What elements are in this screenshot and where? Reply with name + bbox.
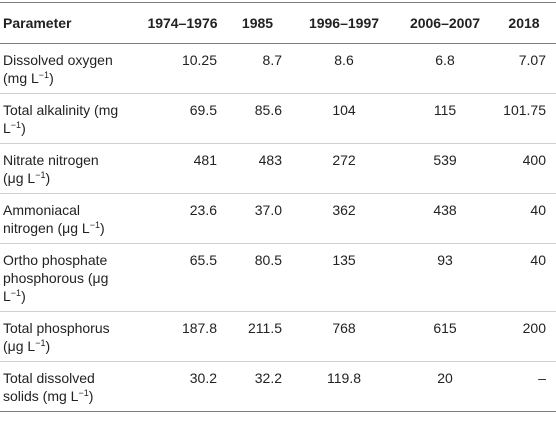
unit-superscript: −1	[10, 120, 22, 130]
parameter-cell: Ammoniacal nitrogen (μg L−1)	[0, 194, 140, 244]
parameter-line: Total phosphorus	[3, 320, 110, 336]
header-row: Parameter 1974–1976 1985 1996–1997 2006–…	[0, 2, 556, 44]
table-row: Ortho phosphate phosphorous (μg L−1) 65.5 …	[0, 244, 556, 312]
value-cell: 135	[332, 252, 356, 268]
value-cell: 40	[530, 252, 546, 268]
parameter-line: )	[21, 120, 26, 136]
table-row: Total phosphorus (μg L−1) 187.8 211.5 768…	[0, 312, 556, 362]
value-cell: 400	[522, 152, 546, 168]
parameter-line: (μg L	[3, 338, 36, 354]
parameter-line: Total alkalinity (mg	[3, 102, 119, 118]
value-cell: 65.5	[189, 252, 217, 268]
parameter-line: )	[45, 338, 51, 354]
water-quality-table: Parameter 1974–1976 1985 1996–1997 2006–…	[0, 2, 556, 412]
value-cell: 69.5	[189, 102, 217, 118]
value-cell: –	[538, 370, 546, 386]
value-cell: 115	[433, 102, 457, 118]
parameter-line: )	[88, 388, 94, 404]
table-row: Total alkalinity (mg L−1) 69.5 85.6 104 1…	[0, 94, 556, 144]
value-cell: 80.5	[254, 252, 282, 268]
value-cell: 211.5	[248, 320, 282, 336]
table-row: Total dissolved solids (mg L−1) 30.2 32.2…	[0, 362, 556, 412]
parameter-line: (mg L	[3, 70, 39, 86]
parameter-line: phosphorous (μg	[3, 270, 109, 286]
parameter-cell: Ortho phosphate phosphorous (μg L−1)	[0, 244, 140, 312]
value-cell: 101.75	[503, 102, 546, 118]
value-cell: 104	[332, 102, 356, 118]
value-cell: 23.6	[189, 202, 217, 218]
value-cell: 119.8	[327, 370, 361, 386]
parameter-line: Nitrate nitrogen	[3, 152, 99, 168]
parameter-line: )	[21, 288, 26, 304]
header-1996-1997: 1996–1997	[290, 2, 398, 44]
table-row: Ammoniacal nitrogen (μg L−1) 23.6 37.0 36…	[0, 194, 556, 244]
unit-superscript: −1	[38, 70, 50, 80]
value-cell: 32.2	[254, 370, 282, 386]
parameter-cell: Total phosphorus (μg L−1)	[0, 312, 140, 362]
parameter-line: L	[3, 288, 11, 304]
value-cell: 10.25	[181, 52, 217, 68]
header-1974-1976: 1974–1976	[140, 2, 225, 44]
value-cell: 7.07	[518, 52, 546, 68]
value-cell: 6.8	[435, 52, 455, 68]
parameter-line: Total dissolved	[3, 370, 95, 386]
value-cell: 483	[258, 152, 282, 168]
value-cell: 37.0	[254, 202, 282, 218]
value-cell: 768	[332, 320, 356, 336]
value-cell: 8.6	[334, 52, 354, 68]
parameter-line: )	[45, 170, 51, 186]
table-body: Dissolved oxygen (mg L−1) 10.25 8.7 8.6 6…	[0, 44, 556, 412]
header-parameter: Parameter	[0, 2, 140, 44]
parameter-cell: Dissolved oxygen (mg L−1)	[0, 44, 140, 94]
parameter-cell: Total dissolved solids (mg L−1)	[0, 362, 140, 412]
value-cell: 200	[522, 320, 546, 336]
value-cell: 8.7	[262, 52, 282, 68]
parameter-line: nitrogen (μg L	[3, 220, 90, 236]
parameter-cell: Nitrate nitrogen (μg L−1)	[0, 144, 140, 194]
table-header: Parameter 1974–1976 1985 1996–1997 2006–…	[0, 2, 556, 44]
parameter-line: solids (mg L	[3, 388, 79, 404]
parameter-line: )	[99, 220, 105, 236]
value-cell: 93	[437, 252, 453, 268]
table-row: Nitrate nitrogen (μg L−1) 481 483 272 539…	[0, 144, 556, 194]
parameter-line: Ortho phosphate	[3, 252, 108, 268]
unit-superscript: −1	[35, 170, 46, 180]
value-cell: 187.8	[181, 320, 217, 336]
parameter-line: (μg L	[3, 170, 36, 186]
value-cell: 539	[433, 152, 457, 168]
parameter-line: L	[3, 120, 11, 136]
unit-superscript: −1	[35, 338, 46, 348]
unit-superscript: −1	[78, 388, 89, 398]
value-cell: 438	[433, 202, 457, 218]
value-cell: 615	[433, 320, 457, 336]
value-cell: 30.2	[189, 370, 217, 386]
unit-superscript: −1	[10, 288, 22, 298]
value-cell: 20	[437, 370, 453, 386]
parameter-line: Dissolved oxygen	[3, 52, 113, 68]
value-cell: 40	[530, 202, 546, 218]
table-row: Dissolved oxygen (mg L−1) 10.25 8.7 8.6 6…	[0, 44, 556, 94]
parameter-line: Ammoniacal	[3, 202, 81, 218]
value-cell: 362	[332, 202, 356, 218]
header-2006-2007: 2006–2007	[398, 2, 492, 44]
unit-superscript: −1	[89, 220, 100, 230]
header-2018: 2018	[492, 2, 556, 44]
value-cell: 481	[193, 152, 217, 168]
parameter-line: )	[49, 70, 54, 86]
parameter-cell: Total alkalinity (mg L−1)	[0, 94, 140, 144]
header-1985: 1985	[225, 2, 290, 44]
value-cell: 272	[332, 152, 356, 168]
value-cell: 85.6	[254, 102, 282, 118]
